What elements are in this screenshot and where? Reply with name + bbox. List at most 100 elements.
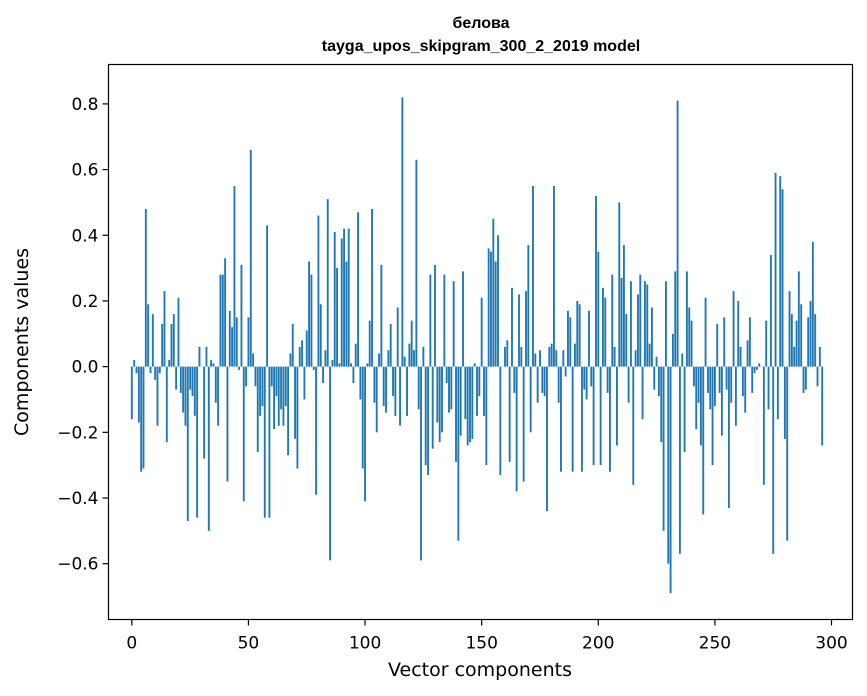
bar <box>783 366 786 439</box>
bar <box>818 346 821 367</box>
bar <box>585 366 588 400</box>
bar <box>669 366 672 594</box>
bar <box>704 297 707 367</box>
bar <box>445 366 448 384</box>
bar <box>394 366 397 416</box>
bar <box>548 346 551 367</box>
bar <box>702 366 705 515</box>
bar <box>737 300 740 367</box>
bar <box>627 366 630 403</box>
bar <box>746 340 749 367</box>
bar <box>378 353 380 367</box>
bar <box>674 271 677 367</box>
bar <box>147 304 150 367</box>
bar <box>478 366 481 397</box>
bars-group <box>130 97 824 594</box>
bar <box>497 235 499 367</box>
bar <box>788 291 791 367</box>
bar <box>494 261 497 367</box>
bar <box>333 231 336 367</box>
y-tick-label: 0.6 <box>71 161 98 181</box>
bar <box>606 366 609 393</box>
bar <box>492 218 495 367</box>
bar <box>620 277 623 367</box>
bar <box>329 366 331 561</box>
bar <box>646 284 649 367</box>
bar <box>235 317 238 367</box>
bar <box>508 366 511 462</box>
bar <box>438 366 441 443</box>
bar <box>515 366 518 492</box>
bar <box>375 366 378 433</box>
bar <box>776 366 779 420</box>
bar <box>630 281 632 367</box>
bar <box>541 366 544 393</box>
bar <box>804 366 807 390</box>
plot-frame <box>107 63 854 621</box>
bar <box>315 366 318 495</box>
bar <box>459 366 462 436</box>
bar <box>732 291 735 367</box>
bar <box>793 346 796 367</box>
bar <box>282 366 285 426</box>
bar <box>156 366 159 426</box>
bar <box>618 202 621 367</box>
bar <box>634 350 637 367</box>
bar <box>289 353 292 367</box>
bar <box>182 366 185 413</box>
bar <box>648 343 651 367</box>
bar <box>149 366 152 374</box>
bar <box>632 366 635 485</box>
bar <box>319 304 322 367</box>
bar <box>811 241 814 367</box>
bar <box>748 317 751 367</box>
bar <box>569 317 572 367</box>
bar <box>725 366 728 390</box>
bar <box>683 366 686 453</box>
bar <box>273 366 276 430</box>
bar <box>247 317 250 367</box>
bar <box>401 97 404 367</box>
bar <box>357 212 359 367</box>
bar <box>406 366 408 416</box>
bar <box>177 297 180 367</box>
bar <box>522 366 525 482</box>
bar <box>741 366 744 397</box>
bar <box>613 346 616 367</box>
x-tick-label: 50 <box>238 634 260 654</box>
bar <box>429 274 432 367</box>
bar <box>676 100 679 367</box>
bar <box>170 323 173 367</box>
bar <box>597 251 600 367</box>
bar <box>368 320 371 367</box>
bar <box>695 366 698 430</box>
bar <box>161 323 164 367</box>
bar <box>711 366 714 466</box>
bar <box>308 261 311 367</box>
bar <box>210 360 213 367</box>
bar <box>424 366 427 466</box>
bar <box>571 366 574 472</box>
bar <box>179 366 182 393</box>
bar <box>816 366 819 387</box>
bar <box>578 304 581 367</box>
bar <box>322 366 325 384</box>
x-tick-label: 100 <box>349 634 381 654</box>
y-tick-label: −0.4 <box>57 489 98 509</box>
bar <box>373 366 376 403</box>
bar <box>480 297 483 367</box>
y-tick-label: 0.2 <box>71 292 98 312</box>
bar <box>713 366 716 407</box>
bar <box>448 366 450 413</box>
x-tick-label: 150 <box>465 634 497 654</box>
bar <box>462 271 464 367</box>
bar <box>499 366 502 475</box>
bar <box>688 307 691 367</box>
bar <box>543 366 546 397</box>
bar <box>303 366 306 400</box>
bar <box>359 366 362 400</box>
bar <box>800 304 803 367</box>
bar <box>207 366 210 531</box>
bar <box>420 366 422 561</box>
bar <box>233 186 236 367</box>
